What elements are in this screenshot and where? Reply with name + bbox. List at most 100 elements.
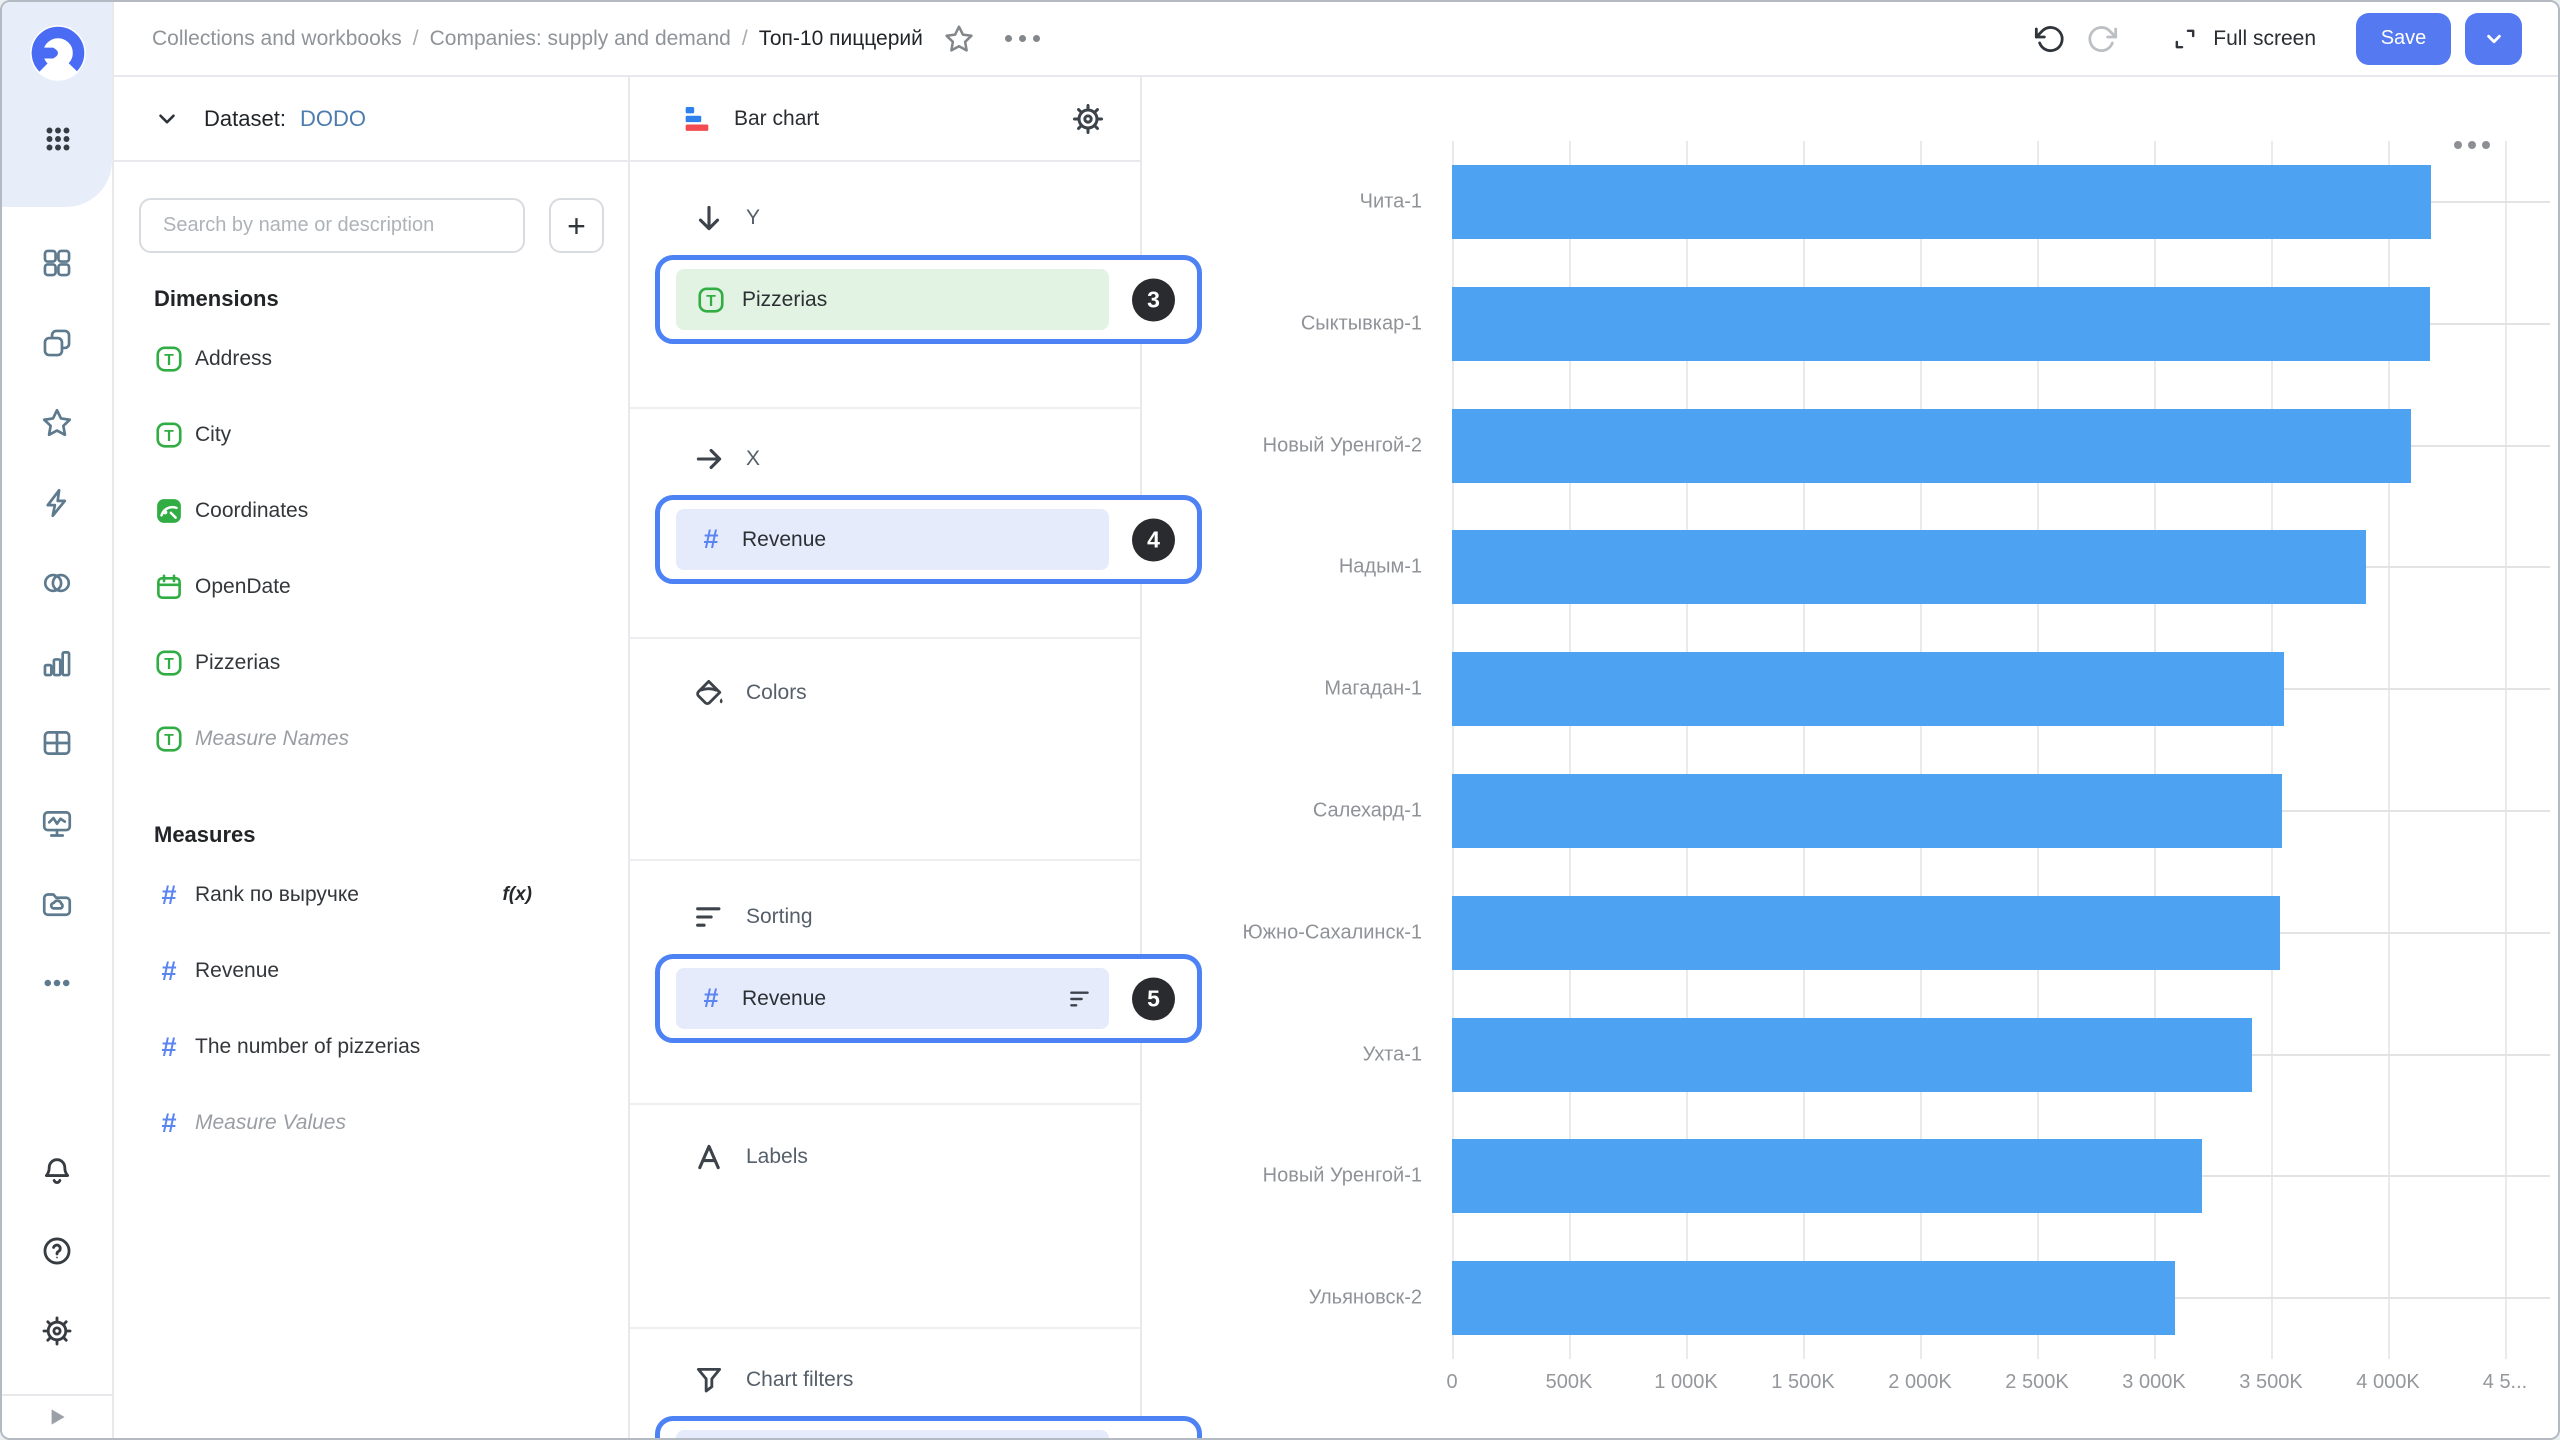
measure-field[interactable]: # Measure Values xyxy=(114,1085,628,1161)
favorite-star-icon[interactable] xyxy=(943,23,975,55)
bar-Ухта-1[interactable] xyxy=(1452,1017,2253,1092)
bar-Новый Уренгой-1[interactable] xyxy=(1452,1139,2202,1214)
bar-Ульяновск-2[interactable] xyxy=(1452,1261,2176,1336)
category-label: Новый Уренгой-2 xyxy=(1262,434,1422,456)
section-sorting: Sorting # Revenue 5 xyxy=(630,897,1202,1105)
x-axis-tick-label: 1 500K xyxy=(1771,1371,1835,1393)
dimensions-heading: Dimensions xyxy=(154,286,279,311)
chevron-down-icon[interactable] xyxy=(154,106,180,132)
field-type-text-icon: T xyxy=(154,648,184,678)
measure-field[interactable]: # Revenue xyxy=(114,933,628,1009)
help-question-icon[interactable] xyxy=(40,1234,74,1268)
breadcrumb: Collections and workbooks / Companies: s… xyxy=(152,26,923,50)
undo-icon[interactable] xyxy=(2033,23,2065,55)
funnel-filter-icon xyxy=(692,1363,726,1397)
all-services-grid-icon[interactable] xyxy=(41,122,75,156)
sort-order-icon[interactable] xyxy=(1067,986,1093,1012)
collapse-rail-button[interactable] xyxy=(2,1394,112,1438)
chart-more-menu-icon[interactable] xyxy=(2448,135,2496,155)
gridline-vertical xyxy=(2154,141,2156,1359)
datalens-logo-icon[interactable] xyxy=(29,24,87,82)
bar-chart-type-icon[interactable] xyxy=(680,102,714,136)
field-name: OpenDate xyxy=(195,575,291,598)
letter-a-icon xyxy=(692,1140,726,1174)
field-chip-revenue-x[interactable]: # Revenue xyxy=(676,509,1109,570)
bar-Южно-Сахалинск-1[interactable] xyxy=(1452,895,2281,970)
collections-stack-icon[interactable] xyxy=(40,326,74,360)
field-chip-revenue-sorting[interactable]: # Revenue xyxy=(676,968,1109,1029)
lightning-ql-icon[interactable] xyxy=(40,486,74,520)
save-button[interactable]: Save xyxy=(2356,12,2451,65)
entry-more-menu-icon[interactable] xyxy=(1004,35,1040,42)
favorites-star-icon[interactable] xyxy=(40,406,74,440)
x-axis-tick-label: 1 000K xyxy=(1654,1371,1718,1393)
field-type-number-icon: # xyxy=(161,1031,177,1062)
tutorial-outline-x: # Revenue 4 xyxy=(655,495,1202,584)
arrow-down-icon xyxy=(692,201,726,235)
field-name: Measure Values xyxy=(195,1111,346,1134)
dataset-selector: Dataset: DODO xyxy=(114,77,628,162)
full-screen-button[interactable]: Full screen xyxy=(2157,25,2316,53)
category-label: Чита-1 xyxy=(1359,190,1422,213)
step-badge-5: 5 xyxy=(1132,977,1175,1020)
bar-Магадан-1[interactable] xyxy=(1452,652,2284,727)
measures-list: # Rank по выручке f(x) # Revenue # The number … xyxy=(114,857,628,1161)
charts-bars-icon[interactable] xyxy=(40,646,74,680)
arrow-right-icon xyxy=(692,442,726,476)
field-type-number-icon: # xyxy=(703,983,719,1013)
gridline-vertical xyxy=(1803,141,1805,1359)
section-sorting-label: Sorting xyxy=(746,905,813,928)
bar-Чита-1[interactable] xyxy=(1452,164,2432,239)
tables-grid-icon[interactable] xyxy=(40,726,74,760)
bar-Сыктывкар-1[interactable] xyxy=(1452,286,2431,361)
chip-label: Revenue xyxy=(742,986,827,1010)
chart-settings-gear-icon[interactable] xyxy=(1070,101,1106,137)
storage-folder-cloud-icon[interactable] xyxy=(40,886,74,920)
breadcrumb-collections[interactable]: Collections and workbooks xyxy=(152,26,402,50)
connections-circles-icon[interactable] xyxy=(40,566,74,600)
field-chip-pizzerias[interactable]: T Pizzerias xyxy=(676,269,1109,330)
field-type-number-icon: # xyxy=(161,1107,177,1138)
section-labels: Labels xyxy=(630,1137,1140,1329)
dimension-field[interactable]: T City xyxy=(114,397,628,473)
filter-chip-rank[interactable]: # Rank по выручке: 10 f(x) xyxy=(676,1430,1109,1438)
redo-icon[interactable] xyxy=(2087,23,2119,55)
gridline-vertical xyxy=(2271,141,2273,1359)
save-options-button[interactable] xyxy=(2465,12,2522,65)
chip-label: Revenue xyxy=(742,527,827,551)
category-label: Ухта-1 xyxy=(1362,1043,1422,1065)
x-axis-tick-label: 3 000K xyxy=(2122,1371,2186,1393)
chevron-down-icon xyxy=(2486,34,2501,43)
settings-gear-icon[interactable] xyxy=(40,1314,74,1348)
category-label: Южно-Сахалинск-1 xyxy=(1242,921,1422,944)
field-type-number-icon: # xyxy=(703,524,719,554)
bar-Салехард-1[interactable] xyxy=(1452,773,2282,848)
breadcrumb-workbook[interactable]: Companies: supply and demand xyxy=(429,26,731,50)
add-field-button[interactable]: + xyxy=(549,198,604,253)
bar-Новый Уренгой-2[interactable] xyxy=(1452,408,2412,483)
dimension-field[interactable]: Coordinates xyxy=(114,473,628,549)
dataset-name-link[interactable]: DODO xyxy=(299,105,366,131)
dimension-field[interactable]: T Address xyxy=(114,321,628,397)
bar-Надым-1[interactable] xyxy=(1452,530,2366,605)
dimension-field[interactable]: T Pizzerias xyxy=(114,625,628,701)
field-type-text-icon: T xyxy=(154,344,184,374)
svg-text:T: T xyxy=(706,292,716,309)
measure-field[interactable]: # The number of pizzerias xyxy=(114,1009,628,1085)
dimension-field[interactable]: OpenDate xyxy=(114,549,628,625)
dashboards-monitor-icon[interactable] xyxy=(40,806,74,840)
more-dots-icon[interactable] xyxy=(40,966,74,1000)
chart-config-panel: Bar chart Y T Pizzerias 3 xyxy=(630,77,1202,1438)
field-name: Measure Names xyxy=(195,727,350,750)
widgets-grid-icon[interactable] xyxy=(40,246,74,280)
measure-field[interactable]: # Rank по выручке f(x) xyxy=(114,857,628,933)
step-badge-4: 4 xyxy=(1132,518,1175,561)
chart-type-label: Bar chart xyxy=(734,106,820,130)
svg-text:T: T xyxy=(164,428,174,445)
svg-text:T: T xyxy=(164,732,174,749)
notifications-bell-icon[interactable] xyxy=(40,1154,74,1188)
dimension-field[interactable]: T Measure Names xyxy=(114,701,628,777)
search-input[interactable] xyxy=(139,198,525,253)
svg-text:T: T xyxy=(164,656,174,673)
field-type-number-icon: # xyxy=(161,955,177,986)
